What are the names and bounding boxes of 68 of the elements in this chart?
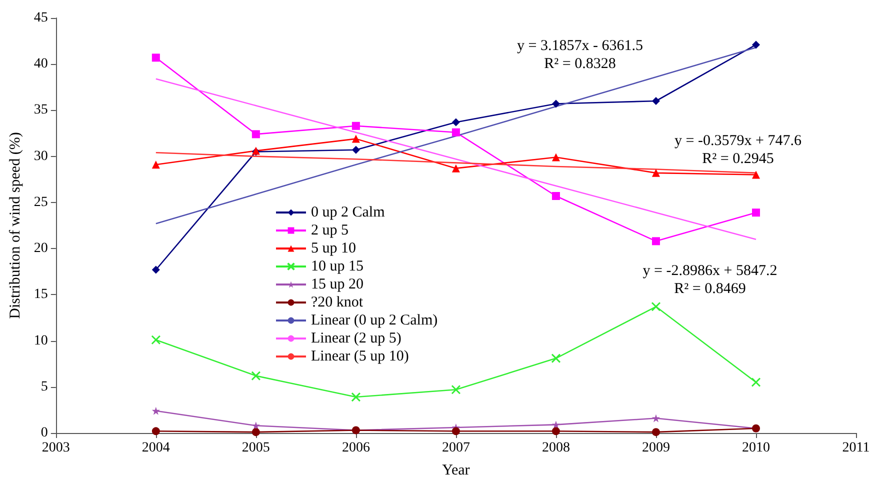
point — [252, 130, 260, 138]
point — [152, 427, 160, 436]
x-tick-label: 2011 — [842, 440, 870, 456]
y-tick-label: 5 — [40, 379, 48, 394]
point — [652, 414, 660, 422]
point — [651, 302, 661, 312]
point — [752, 40, 760, 49]
x-tick-label: 2009 — [642, 440, 670, 456]
point — [752, 208, 760, 217]
point — [552, 153, 560, 162]
legend-label: 5 up 10 — [311, 240, 356, 256]
x-tick-label: 2003 — [42, 440, 70, 456]
point — [452, 128, 460, 136]
point — [452, 427, 460, 436]
point — [152, 406, 160, 415]
point — [652, 428, 660, 436]
point — [552, 192, 560, 200]
point — [152, 54, 160, 62]
point — [352, 122, 360, 130]
point — [252, 428, 260, 436]
x-tick-label: 2006 — [342, 440, 370, 456]
y-tick-label: 15 — [34, 287, 48, 302]
y-tick-label: 40 — [34, 56, 48, 72]
point — [752, 170, 760, 179]
point — [551, 354, 561, 364]
point — [452, 118, 460, 126]
point — [652, 237, 660, 246]
x-axis-title: Year — [442, 462, 470, 478]
y-tick-label: 20 — [34, 241, 48, 256]
x-tick-label: 2004 — [142, 440, 170, 456]
y-axis-title: Distribution of wind speed (%) — [8, 132, 24, 319]
x-tick-label: 2007 — [442, 440, 470, 456]
point — [151, 335, 161, 345]
legend-label: 15 up 20 — [311, 276, 364, 292]
annotation: y = -2.8986x + 5847.2 R² = 0.8469 — [642, 263, 778, 297]
y-tick-label: 30 — [34, 148, 48, 164]
legend-label: Linear (5 up 10) — [311, 348, 409, 364]
y-tick-label: 10 — [34, 333, 48, 348]
point — [751, 378, 761, 388]
x-tick-label: 2005 — [242, 440, 270, 456]
point — [152, 266, 160, 274]
y-tick-label: 35 — [34, 102, 48, 118]
legend-label: 10 up 15 — [311, 258, 364, 274]
point — [451, 384, 461, 394]
point — [352, 134, 360, 143]
point — [251, 371, 261, 381]
y-tick-label: 0 — [40, 426, 48, 440]
point — [351, 392, 361, 402]
point — [552, 100, 560, 108]
legend-label: ?20 knot — [311, 294, 364, 310]
annotation: y = -0.3579x + 747.6 R² = 0.2945 — [674, 133, 802, 167]
y-tick-label: 45 — [34, 10, 48, 26]
x-tick-label: 2010 — [742, 440, 770, 456]
y-tick-label: 25 — [34, 194, 48, 210]
legend-label: Linear (2 up 5) — [311, 330, 402, 346]
point — [252, 422, 260, 430]
point — [352, 146, 360, 154]
legend-label: 2 up 5 — [311, 222, 348, 238]
point — [452, 164, 460, 172]
point — [152, 160, 160, 169]
legend-label: Linear (0 up 2 Calm) — [311, 312, 438, 328]
annotation: y = 3.1857x - 6361.5 R² = 0.8328 — [517, 38, 643, 72]
point — [652, 168, 660, 177]
point — [552, 420, 560, 429]
x-tick-label: 2008 — [542, 440, 570, 456]
point — [552, 427, 560, 436]
legend-label: 0 up 2 Calm — [311, 204, 386, 220]
point — [652, 97, 660, 105]
